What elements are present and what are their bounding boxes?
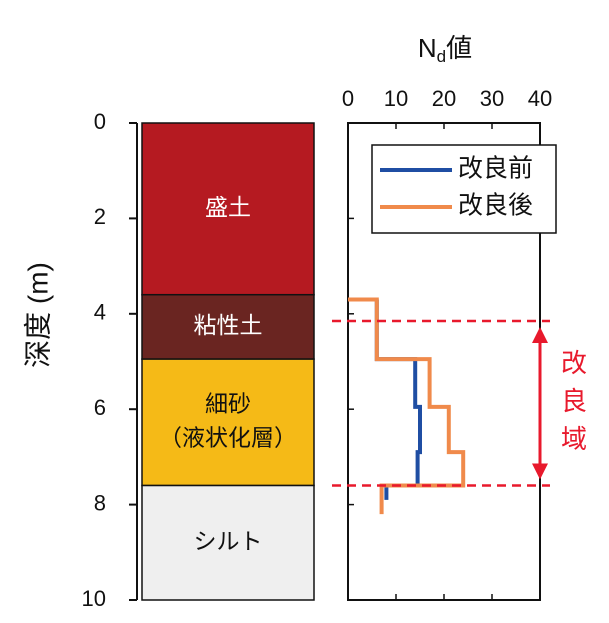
soil-layer [141, 293, 315, 360]
soil-layer-label: シルト [194, 528, 263, 554]
x-tick-label: 0 [342, 86, 354, 111]
y-tick-label: 0 [94, 109, 106, 134]
zone-label: 改 [561, 348, 587, 378]
soil-layer [141, 484, 315, 601]
x-label-unit: 値 [446, 33, 472, 63]
zone-label: 良 [561, 386, 587, 416]
y-tick-label: 10 [82, 586, 106, 611]
soil-layer [141, 122, 315, 296]
y-tick-label: 2 [94, 204, 106, 229]
zone-label: 域 [561, 424, 587, 454]
y-tick-label: 6 [94, 395, 106, 420]
legend-box [371, 144, 557, 234]
nd-line [374, 299, 422, 500]
zone-arrowhead [532, 326, 548, 343]
soil-layer-label: （液状化層） [159, 424, 297, 450]
y-tick-label: 4 [94, 300, 106, 325]
soil-layer-label: 細砂 [205, 390, 251, 416]
nd-line [348, 297, 466, 515]
y-tick-label: 8 [94, 490, 106, 515]
x-label-main: N [418, 33, 437, 63]
soil-layer-label: 盛土 [205, 194, 251, 220]
legend-label: 改良後 [458, 192, 533, 220]
x-label-sub: d [437, 47, 446, 66]
x-axis-label: Nd値 [418, 33, 472, 67]
legend-label: 改良前 [458, 155, 533, 183]
x-tick-label: 10 [384, 86, 408, 111]
x-tick-label: 40 [528, 86, 552, 111]
soil-layer [141, 358, 315, 487]
soil-layer-label: 粘性土 [194, 312, 263, 338]
x-tick-label: 20 [432, 86, 456, 111]
x-tick-label: 30 [480, 86, 504, 111]
zone-arrowhead [532, 463, 548, 480]
y-axis-label: 深度 (m) [22, 262, 53, 368]
